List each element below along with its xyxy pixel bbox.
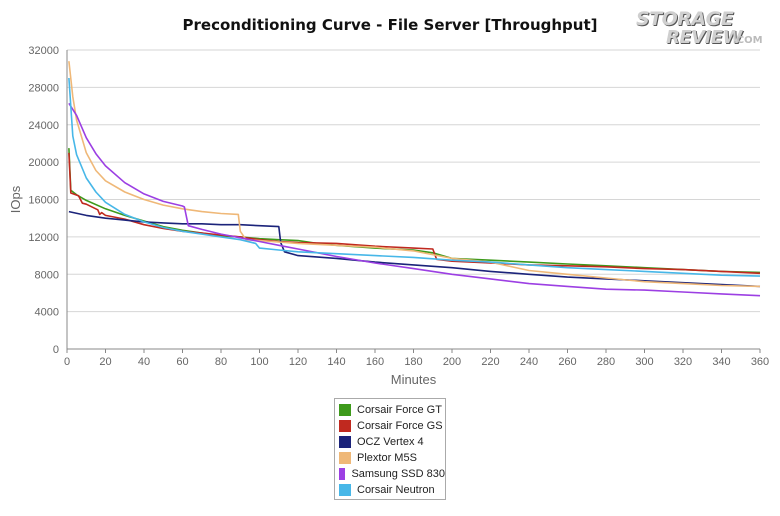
legend-item: Corsair Neutron xyxy=(339,482,445,498)
y-tick-label: 0 xyxy=(53,344,59,356)
legend-swatch xyxy=(339,452,351,464)
legend-label: Corsair Neutron xyxy=(357,484,435,496)
y-tick-label: 4000 xyxy=(35,307,59,319)
x-tick-label: 160 xyxy=(366,356,384,368)
y-tick-label: 20000 xyxy=(28,157,59,169)
x-tick-label: 280 xyxy=(597,356,615,368)
y-tick-label: 28000 xyxy=(28,82,59,94)
x-axis-label: Minutes xyxy=(391,372,437,387)
axis-ticks: 0 4000 8000 12000 16000 20000 24000 28000 32000 0… xyxy=(28,45,769,368)
legend-label: Plextor M5S xyxy=(357,452,417,464)
legend-swatch xyxy=(339,404,351,416)
x-tick-label: 60 xyxy=(176,356,188,368)
x-tick-label: 260 xyxy=(558,356,576,368)
series-line-2 xyxy=(68,152,761,275)
legend-item: OCZ Vertex 4 xyxy=(339,434,445,450)
x-tick-label: 220 xyxy=(481,356,499,368)
series-line-1 xyxy=(68,148,761,274)
y-tick-label: 16000 xyxy=(28,195,59,207)
logo-line-3: .COM xyxy=(733,35,763,46)
legend-label: Samsung SSD 830 xyxy=(351,468,445,480)
x-tick-label: 80 xyxy=(215,356,227,368)
x-tick-label: 140 xyxy=(327,356,345,368)
grid-lines xyxy=(66,49,761,353)
legend-item: Corsair Force GS xyxy=(339,418,445,434)
x-tick-label: 100 xyxy=(250,356,268,368)
x-tick-label: 320 xyxy=(674,356,692,368)
legend-label: Corsair Force GT xyxy=(357,404,442,416)
series-line-3 xyxy=(68,210,761,288)
logo-line-2: REVIEW xyxy=(666,27,742,48)
series-line-6 xyxy=(68,77,761,277)
legend-label: Corsair Force GS xyxy=(357,420,443,432)
x-tick-label: 340 xyxy=(712,356,730,368)
series-lines xyxy=(68,61,761,297)
legend-swatch xyxy=(339,484,351,496)
chart-legend: Corsair Force GT Corsair Force GS OCZ Vert… xyxy=(334,398,446,500)
x-tick-label: 40 xyxy=(138,356,150,368)
legend-swatch xyxy=(339,468,346,480)
series-line-5 xyxy=(68,102,761,297)
x-tick-label: 120 xyxy=(289,356,307,368)
y-axis-label: IOps xyxy=(8,185,23,213)
legend-item: Plextor M5S xyxy=(339,450,445,466)
y-tick-label: 32000 xyxy=(28,45,59,57)
y-tick-label: 8000 xyxy=(35,269,59,281)
storagereview-logo: STORAGE REVIEW .COM xyxy=(636,8,763,48)
x-tick-label: 0 xyxy=(64,356,70,368)
logo-line-1: STORAGE xyxy=(636,8,734,30)
x-tick-label: 200 xyxy=(443,356,461,368)
x-tick-label: 240 xyxy=(520,356,538,368)
legend-label: OCZ Vertex 4 xyxy=(357,436,424,448)
legend-item: Corsair Force GT xyxy=(339,402,445,418)
series-line-4 xyxy=(68,61,761,288)
x-tick-label: 360 xyxy=(751,356,769,368)
chart-title: Preconditioning Curve - File Server [Thr… xyxy=(182,16,598,34)
y-tick-label: 12000 xyxy=(28,232,59,244)
x-tick-label: 180 xyxy=(404,356,422,368)
y-tick-label: 24000 xyxy=(28,120,59,132)
legend-swatch xyxy=(339,420,351,432)
x-tick-label: 300 xyxy=(635,356,653,368)
x-tick-label: 20 xyxy=(99,356,111,368)
legend-item: Samsung SSD 830 xyxy=(339,466,445,482)
legend-swatch xyxy=(339,436,351,448)
